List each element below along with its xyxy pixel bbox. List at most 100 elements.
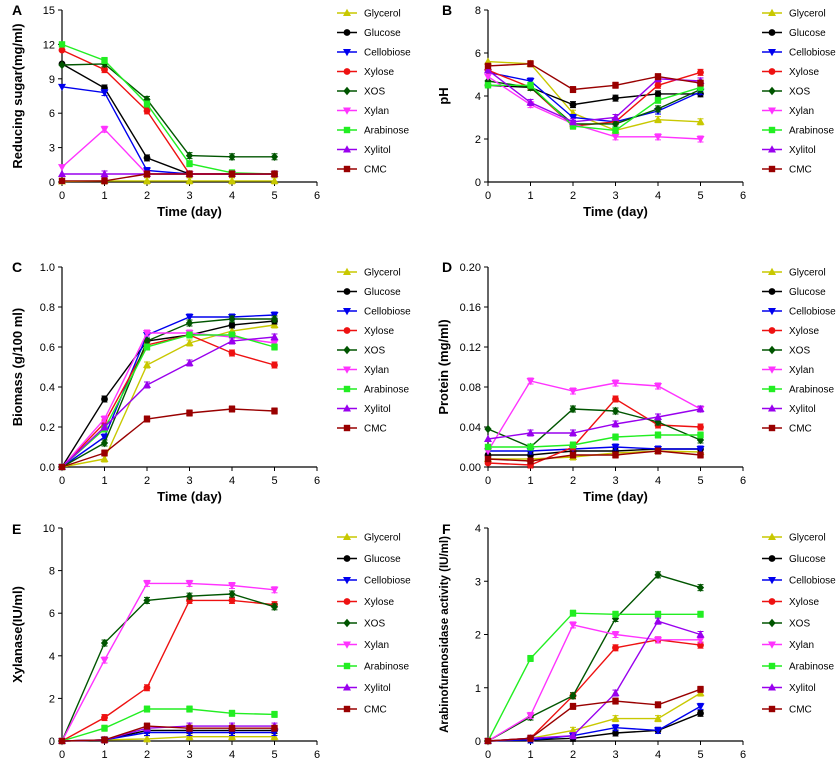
legend-marker <box>768 598 776 605</box>
data-point <box>654 104 662 114</box>
data-point <box>186 409 193 417</box>
x-tick-label: 1 <box>527 749 533 759</box>
data-point <box>696 703 705 711</box>
data-point <box>271 407 278 415</box>
x-tick-label: 3 <box>612 749 618 759</box>
data-point <box>612 127 619 134</box>
legend-label: Glycerol <box>789 268 826 279</box>
legend-label: Xylitol <box>789 683 816 694</box>
legend-marker <box>343 424 351 432</box>
data-point <box>654 383 662 391</box>
legend-item: Xylan <box>337 365 389 376</box>
series-arabinose <box>58 331 278 471</box>
data-point <box>484 82 492 89</box>
x-tick-label: 4 <box>229 749 235 759</box>
series-line <box>488 434 701 448</box>
data-point <box>228 331 236 339</box>
x-tick-label: 5 <box>697 475 703 487</box>
legend-label: Cellobiose <box>789 576 836 587</box>
legend-marker <box>343 327 351 334</box>
data-point <box>696 404 705 412</box>
data-point <box>101 177 108 185</box>
legend-item: Arabinose <box>762 385 834 396</box>
legend-item: CMC <box>337 424 387 435</box>
legend-item: CMC <box>762 165 812 176</box>
legend-marker <box>343 366 351 374</box>
legend-item: Glucose <box>337 554 401 565</box>
data-point <box>186 170 193 178</box>
y-axis-title: pH <box>436 87 451 104</box>
series-line <box>487 63 701 91</box>
data-point <box>569 691 577 700</box>
data-point <box>611 714 620 722</box>
legend-marker <box>768 705 776 713</box>
legend-marker <box>768 404 776 412</box>
legend-marker <box>343 126 351 134</box>
legend-item: Xylitol <box>337 683 391 694</box>
y-tick-label: 0 <box>475 177 481 189</box>
data-point <box>228 597 236 604</box>
legend-item: Xylan <box>762 106 814 117</box>
data-point <box>612 697 619 705</box>
y-tick-label: 0.4 <box>40 382 55 394</box>
data-point <box>612 82 619 89</box>
series-line <box>61 43 275 175</box>
data-point <box>58 177 66 185</box>
data-point <box>270 152 279 161</box>
panel-f: F012340123456Time (day)Arabinofuranosida… <box>439 521 836 759</box>
series-arabinose <box>484 431 704 451</box>
data-point <box>654 115 662 123</box>
legend-label: Glucose <box>364 287 401 298</box>
legend-marker <box>768 49 776 57</box>
legend-item: Xylose <box>762 597 819 608</box>
data-point <box>58 169 66 177</box>
data-point <box>101 714 108 721</box>
data-point <box>100 454 109 462</box>
legend-marker <box>343 308 351 316</box>
panel-letter: A <box>12 2 22 18</box>
legend-label: Glycerol <box>364 533 401 544</box>
legend: Glycerol Glucose Cellobiose Xylose XOS Xylan A… <box>762 268 836 435</box>
legend-item: Arabinose <box>337 385 409 396</box>
legend-item: Cellobiose <box>762 48 836 59</box>
legend-marker <box>768 126 776 134</box>
legend-label: Glycerol <box>364 268 401 279</box>
data-point <box>697 641 704 649</box>
data-point <box>143 596 151 605</box>
data-point <box>654 97 662 104</box>
legend-label: Glucose <box>789 28 826 39</box>
legend-marker <box>768 165 776 173</box>
data-point <box>100 434 109 442</box>
legend-item: Cellobiose <box>762 307 836 318</box>
legend-label: XOS <box>364 619 385 630</box>
y-axis-title: Protein (mg/ml) <box>436 319 451 414</box>
series-line <box>487 76 701 140</box>
data-point <box>58 60 66 70</box>
y-tick-label: 3 <box>475 576 481 588</box>
legend: Glycerol Glucose Cellobiose Xylose XOS Xylan A… <box>762 533 836 716</box>
data-point <box>100 169 109 177</box>
data-point <box>143 722 151 730</box>
legend-marker <box>343 68 351 75</box>
y-tick-label: 6 <box>475 48 481 60</box>
data-point <box>611 113 620 121</box>
data-point <box>654 73 662 80</box>
x-tick-label: 3 <box>186 749 192 759</box>
series-glycerol <box>58 320 279 470</box>
series-line <box>487 688 701 742</box>
series-line <box>487 712 701 742</box>
data-point <box>611 724 620 732</box>
legend-marker <box>343 532 351 540</box>
legend: Glycerol Glucose Cellobiose Xylose XOS Xylan A… <box>762 9 836 176</box>
data-point <box>228 405 236 413</box>
data-point <box>697 79 704 87</box>
data-point <box>654 616 662 625</box>
data-point <box>697 423 704 431</box>
y-tick-label: 0.08 <box>460 382 481 394</box>
series-arabinose <box>484 81 704 134</box>
series-line <box>487 60 701 132</box>
data-point <box>611 133 620 142</box>
data-point <box>484 66 492 74</box>
legend-marker <box>343 662 351 670</box>
